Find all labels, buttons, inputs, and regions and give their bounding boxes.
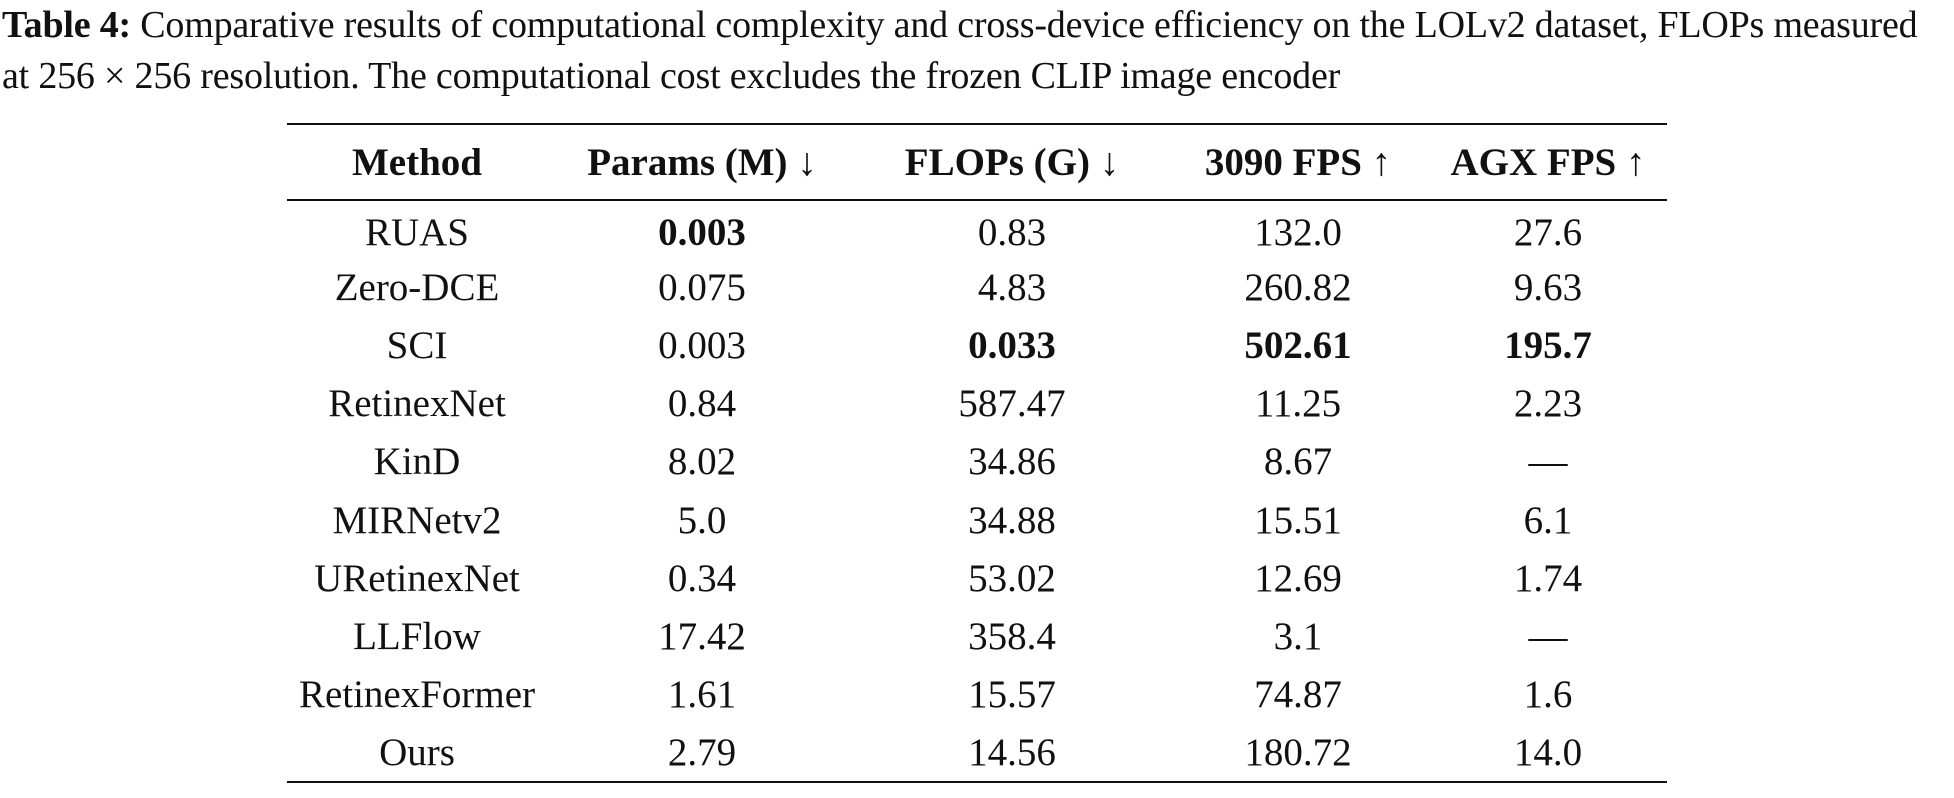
- cell-flops: 587.47: [958, 382, 1066, 426]
- cell-params: 17.42: [658, 614, 746, 658]
- header-flops: FLOPs (G) ↓: [857, 123, 1167, 201]
- cell-agx-fps: 195.7: [1504, 323, 1592, 367]
- table-row: RetinexFormer 1.61 15.57 74.87 1.6: [287, 666, 1667, 724]
- header-agx-fps: AGX FPS ↑: [1429, 123, 1667, 201]
- cell-agx-fps: 9.63: [1513, 265, 1583, 309]
- table-row: Zero-DCE 0.075 4.83 260.82 9.63: [287, 258, 1667, 316]
- cell-params: 8.02: [667, 440, 737, 484]
- caption-text: Comparative results of computational com…: [2, 4, 1918, 97]
- cell-params: 1.61: [667, 673, 737, 717]
- header-method: Method: [287, 123, 547, 201]
- cell-method: SCI: [386, 323, 448, 367]
- cell-3090-fps: 132.0: [1254, 211, 1342, 255]
- cell-method: RetinexFormer: [298, 673, 536, 717]
- table-row: MIRNetv2 5.0 34.88 15.51 6.1: [287, 491, 1667, 549]
- table-row: SCI 0.003 0.033 502.61 195.7: [287, 316, 1667, 374]
- cell-agx-fps: 6.1: [1523, 498, 1573, 542]
- table-row: URetinexNet 0.34 53.02 12.69 1.74: [287, 549, 1667, 607]
- cell-3090-fps: 260.82: [1244, 265, 1352, 309]
- cell-method: RetinexNet: [328, 382, 506, 426]
- cell-params: 5.0: [677, 498, 727, 542]
- results-table: Method Params (M) ↓ FLOPs (G) ↓ 3090 FPS…: [287, 123, 1667, 783]
- cell-flops: 34.88: [968, 498, 1056, 542]
- cell-3090-fps: 74.87: [1254, 673, 1342, 717]
- cell-flops: 14.56: [857, 723, 1167, 783]
- cell-3090-fps: 15.51: [1254, 498, 1342, 542]
- cell-agx-fps: —: [1528, 440, 1568, 484]
- cell-method: MIRNetv2: [332, 498, 502, 542]
- table-row: RetinexNet 0.84 587.47 11.25 2.23: [287, 375, 1667, 433]
- cell-3090-fps: 11.25: [1254, 382, 1342, 426]
- cell-3090-fps: 3.1: [1273, 614, 1323, 658]
- cell-flops: 34.86: [968, 440, 1056, 484]
- cell-method: KinD: [373, 440, 461, 484]
- table-caption: Table 4: Comparative results of computat…: [2, 0, 1952, 102]
- cell-params: 2.79: [547, 723, 857, 783]
- cell-params: 0.003: [658, 211, 746, 255]
- cell-flops: 0.033: [968, 323, 1056, 367]
- header-params: Params (M) ↓: [547, 123, 857, 201]
- cell-agx-fps: 14.0: [1429, 723, 1667, 783]
- cell-params: 0.84: [667, 382, 737, 426]
- cell-params: 0.003: [658, 323, 746, 367]
- cell-3090-fps: 12.69: [1254, 556, 1342, 600]
- cell-agx-fps: 2.23: [1513, 382, 1583, 426]
- table-row: LLFlow 17.42 358.4 3.1 —: [287, 607, 1667, 665]
- cell-flops: 15.57: [968, 673, 1056, 717]
- cell-params: 0.34: [667, 556, 737, 600]
- caption-label: Table 4:: [2, 4, 131, 46]
- cell-method: LLFlow: [353, 614, 481, 658]
- cell-flops: 53.02: [968, 556, 1056, 600]
- header-row: Method Params (M) ↓ FLOPs (G) ↓ 3090 FPS…: [287, 123, 1667, 201]
- cell-3090-fps: 8.67: [1263, 440, 1333, 484]
- cell-3090-fps: 502.61: [1244, 323, 1352, 367]
- cell-agx-fps: 27.6: [1513, 211, 1583, 255]
- table-row: Ours 2.79 14.56 180.72 14.0: [287, 723, 1667, 783]
- cell-agx-fps: —: [1528, 614, 1568, 658]
- cell-method: RUAS: [364, 211, 470, 255]
- cell-agx-fps: 1.74: [1513, 556, 1583, 600]
- header-3090-fps: 3090 FPS ↑: [1167, 123, 1429, 201]
- cell-flops: 0.83: [977, 211, 1047, 255]
- cell-method: URetinexNet: [314, 556, 520, 600]
- cell-flops: 4.83: [977, 265, 1047, 309]
- cell-params: 0.075: [658, 265, 746, 309]
- cell-flops: 358.4: [968, 614, 1056, 658]
- table-row: RUAS 0.003 0.83 132.0 27.6: [287, 200, 1667, 258]
- cell-method: Ours: [287, 723, 547, 783]
- cell-method: Zero-DCE: [334, 265, 500, 309]
- table-row: KinD 8.02 34.86 8.67 —: [287, 433, 1667, 491]
- cell-3090-fps: 180.72: [1167, 723, 1429, 783]
- cell-agx-fps: 1.6: [1523, 673, 1573, 717]
